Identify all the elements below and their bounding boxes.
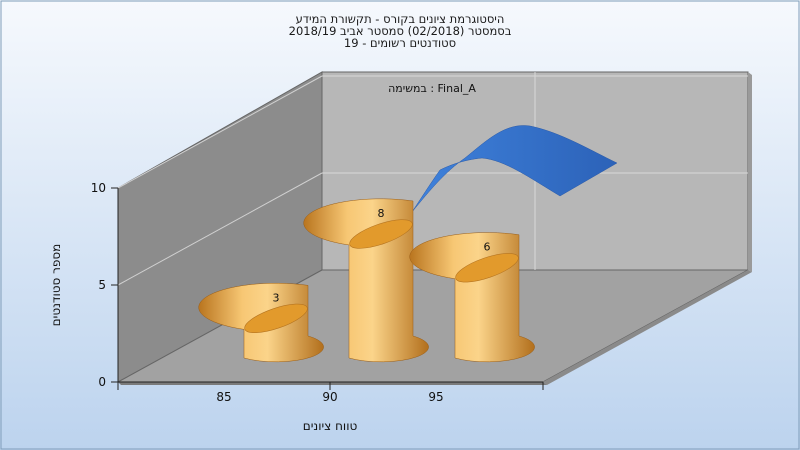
y-tick-label: 10 (91, 181, 106, 195)
gridline-left-wall (117, 75, 323, 189)
chart-title-line-3: סטודנטים רשומים - 19 (343, 36, 457, 50)
bar-body (303, 198, 429, 363)
bar-value-label: 8 (378, 207, 385, 220)
normal-curve (411, 125, 618, 213)
curve-layer (411, 125, 618, 213)
bar-90: 8 (303, 198, 429, 363)
chart-title-line-2: בסמסטר (02/2018) סמסטר אביב 2018/19 (288, 24, 512, 38)
floor-edge (543, 270, 752, 385)
x-axis: 85 90 95 (117, 381, 544, 404)
y-axis: 0 5 10 (91, 181, 119, 389)
task-label: במשימה : Final_A (388, 82, 476, 95)
bar-85: 3 (198, 282, 324, 363)
y-tick-label: 5 (98, 278, 106, 292)
bar-top (244, 303, 308, 333)
x-tick-label: 95 (428, 390, 443, 404)
bar-top (455, 253, 519, 283)
x-tick-label: 85 (216, 390, 231, 404)
chart-title-line-1: היסטוגרמת ציונים בקורס - תקשורת המידע (295, 12, 505, 26)
x-axis-title: טווח ציונים (303, 419, 358, 433)
gridlines (117, 72, 748, 286)
y-tick-label: 0 (98, 375, 106, 389)
bar-top (349, 219, 413, 249)
back-wall-edge (748, 72, 752, 272)
y-axis-title: מספר סטודנטים (49, 244, 63, 327)
bar-95: 6 (409, 232, 535, 363)
bar-value-label: 6 (484, 241, 491, 254)
gridline-left-wall (117, 172, 323, 286)
bars: 3 8 6 (198, 198, 535, 363)
bar-value-label: 3 (273, 291, 280, 304)
x-tick-label: 90 (322, 390, 337, 404)
floor-front-edge (118, 382, 547, 385)
